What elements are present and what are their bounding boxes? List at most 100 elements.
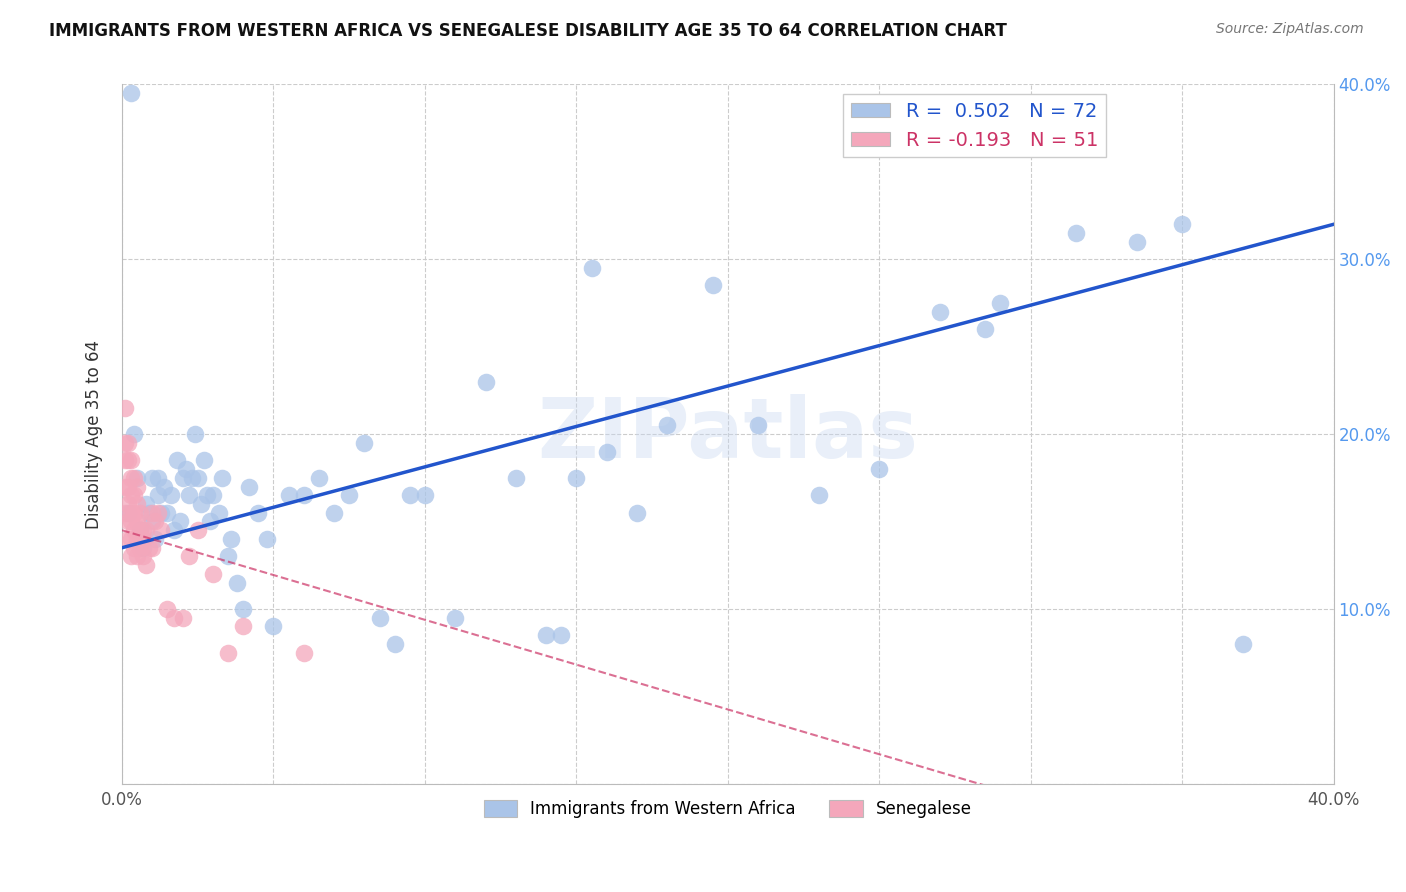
Point [219, 532, 242, 546]
Point [132, 549, 155, 564]
Point [127, 479, 149, 493]
Point [114, 479, 136, 493]
Point [180, 471, 202, 485]
Point [162, 610, 184, 624]
Point [232, 619, 254, 633]
Point [138, 506, 160, 520]
Point [148, 488, 170, 502]
Point [129, 523, 152, 537]
Point [565, 471, 588, 485]
Point [201, 488, 224, 502]
Point [166, 453, 188, 467]
Point [117, 506, 139, 520]
Text: Source: ZipAtlas.com: Source: ZipAtlas.com [1216, 22, 1364, 37]
Text: IMMIGRANTS FROM WESTERN AFRICA VS SENEGALESE DISABILITY AGE 35 TO 64 CORRELATION: IMMIGRANTS FROM WESTERN AFRICA VS SENEGA… [49, 22, 1007, 40]
Point [122, 506, 145, 520]
Point [384, 637, 406, 651]
Point [323, 506, 346, 520]
Point [141, 515, 163, 529]
Point [444, 610, 467, 624]
Point [120, 532, 142, 546]
Point [122, 471, 145, 485]
Point [156, 602, 179, 616]
Point [172, 610, 194, 624]
Point [120, 549, 142, 564]
Point [256, 532, 278, 546]
Point [120, 471, 142, 485]
Point [127, 497, 149, 511]
Point [129, 523, 152, 537]
Point [150, 506, 173, 520]
Point [114, 506, 136, 520]
Point [657, 418, 679, 433]
Point [138, 541, 160, 555]
Point [277, 488, 299, 502]
Point [159, 488, 181, 502]
Point [413, 488, 436, 502]
Point [217, 646, 239, 660]
Point [193, 453, 215, 467]
Point [117, 497, 139, 511]
Point [174, 462, 197, 476]
Point [132, 541, 155, 555]
Point [122, 541, 145, 555]
Point [928, 304, 950, 318]
Point [120, 453, 142, 467]
Point [474, 375, 496, 389]
Point [368, 610, 391, 624]
Point [135, 558, 157, 573]
Point [127, 549, 149, 564]
Point [187, 471, 209, 485]
Point [172, 471, 194, 485]
Point [208, 506, 231, 520]
Point [120, 515, 142, 529]
Point [198, 515, 221, 529]
Point [117, 435, 139, 450]
Legend: Immigrants from Western Africa, Senegalese: Immigrants from Western Africa, Senegale… [477, 793, 979, 824]
Point [1171, 217, 1194, 231]
Point [120, 488, 142, 502]
Point [626, 506, 648, 520]
Point [153, 479, 176, 493]
Point [990, 296, 1012, 310]
Point [122, 523, 145, 537]
Point [263, 619, 285, 633]
Point [398, 488, 420, 502]
Point [132, 523, 155, 537]
Point [238, 479, 260, 493]
Point [114, 453, 136, 467]
Point [117, 479, 139, 493]
Point [581, 260, 603, 275]
Point [120, 506, 142, 520]
Point [162, 523, 184, 537]
Point [232, 602, 254, 616]
Y-axis label: Disability Age 35 to 64: Disability Age 35 to 64 [86, 340, 103, 529]
Point [974, 322, 997, 336]
Point [201, 566, 224, 581]
Point [129, 506, 152, 520]
Point [117, 453, 139, 467]
Point [807, 488, 830, 502]
Point [595, 444, 617, 458]
Point [129, 541, 152, 555]
Point [868, 462, 890, 476]
Point [308, 471, 330, 485]
Point [177, 488, 200, 502]
Point [114, 435, 136, 450]
Point [122, 488, 145, 502]
Point [702, 278, 724, 293]
Point [169, 515, 191, 529]
Point [132, 532, 155, 546]
Point [148, 471, 170, 485]
Point [747, 418, 769, 433]
Point [1064, 226, 1087, 240]
Point [114, 401, 136, 415]
Point [148, 506, 170, 520]
Point [145, 532, 167, 546]
Point [117, 532, 139, 546]
Point [145, 515, 167, 529]
Text: ZIPatlas: ZIPatlas [537, 393, 918, 475]
Point [550, 628, 572, 642]
Point [247, 506, 270, 520]
Point [135, 523, 157, 537]
